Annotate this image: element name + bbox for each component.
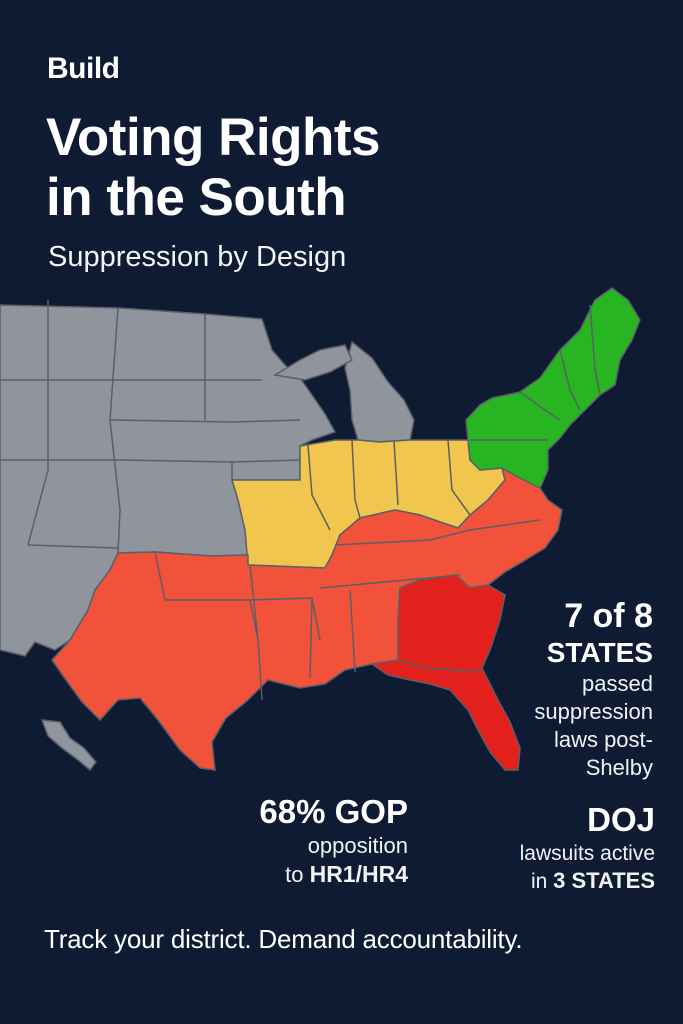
states-stat-line-1: passed xyxy=(582,671,653,696)
doj-stat-line-2: in 3 STATES xyxy=(445,867,655,895)
georgia-florida xyxy=(370,574,521,771)
doj-stat-title: DOJ xyxy=(587,801,655,838)
states-stat-unit: STATES xyxy=(546,637,653,668)
midwest-borders xyxy=(307,439,471,531)
doj-stat-count: 3 STATES xyxy=(553,868,655,893)
south-borders xyxy=(154,519,541,701)
page-title: Voting Rights in the South xyxy=(46,108,381,228)
hawaii-islands xyxy=(40,719,97,772)
states-stat-line-4: Shelby xyxy=(585,755,653,780)
page-subtitle: Suppression by Design xyxy=(48,241,347,273)
states-stat-line-2: suppression xyxy=(534,699,653,724)
michigan-lower xyxy=(344,340,415,443)
gop-stat-bill: HR1/HR4 xyxy=(309,861,408,887)
gop-stat-number: 68% GOP xyxy=(259,793,408,830)
title-line-1: Voting Rights xyxy=(46,108,381,167)
northeast-borders xyxy=(470,304,601,441)
gop-stat: 68% GOP opposition to HR1/HR4 xyxy=(230,792,408,889)
other-states xyxy=(0,304,415,772)
title-line-2: in the South xyxy=(46,168,347,227)
us-map xyxy=(0,287,641,772)
gop-stat-line-2: to HR1/HR4 xyxy=(230,860,408,889)
doj-stat: DOJ lawsuits active in 3 STATES xyxy=(445,800,655,895)
states-stat-line-3: laws post- xyxy=(553,727,653,752)
gop-stat-prefix: to xyxy=(285,862,310,887)
doj-stat-prefix: in xyxy=(530,870,554,893)
call-to-action: Track your district. Demand accountabili… xyxy=(44,924,523,954)
other-state-borders xyxy=(0,300,301,554)
gop-stat-line-1: opposition xyxy=(307,833,408,858)
michigan-upper xyxy=(272,344,353,381)
doj-stat-line-1: lawsuits active xyxy=(519,842,655,865)
states-stat-number: 7 of 8 xyxy=(564,597,653,635)
northeast-states xyxy=(465,287,641,490)
states-stat: 7 of 8 STATES passed suppression laws po… xyxy=(453,596,653,782)
eyebrow-label: Build xyxy=(47,52,120,85)
